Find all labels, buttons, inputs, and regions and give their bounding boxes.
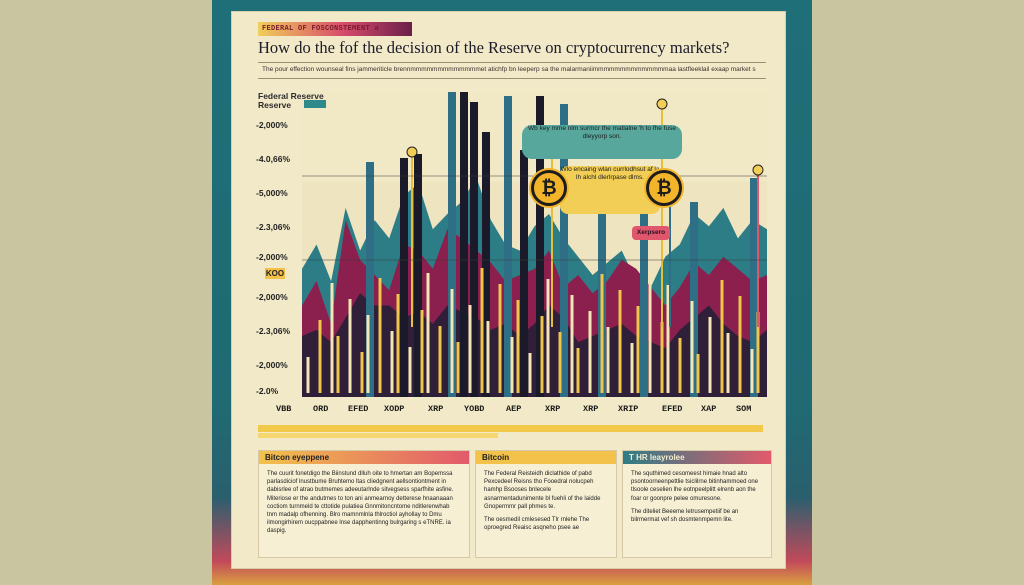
y-tick-label: -2.0%	[256, 386, 279, 396]
y-tick-label: -2.3,06%	[256, 326, 291, 336]
header-tag: FEDERAL OF FOSCONSTEMENT a	[258, 22, 412, 36]
panel-paragraph: The oesmedil cmlesesed Tlr rnlehe The op…	[484, 517, 590, 532]
chart-area	[302, 92, 767, 397]
info-panel-left: Bitcon eyeppene The cuurit fonetdigo the…	[258, 450, 470, 558]
y-tick-label: -2,000%	[256, 120, 288, 130]
price-spike	[520, 150, 528, 397]
callout-mid: Wlo encaing wlan currlodhsut af la lh al…	[560, 166, 660, 214]
divider-intro	[258, 78, 766, 79]
x-tick-label: AEP	[506, 404, 522, 414]
x-tick-label: ORD	[313, 404, 329, 414]
x-tick-label: XRP	[545, 404, 561, 414]
event-marker-dot	[656, 98, 668, 110]
panel-title: Bitcon eyeppene	[259, 451, 469, 464]
callout-badge: Xerpsero	[632, 226, 670, 240]
y-tick-label: -2.3,06%	[256, 222, 291, 232]
x-tick-label: XODP	[384, 404, 405, 414]
price-spike	[448, 92, 456, 397]
panel-title: T HR Ieayrolee	[623, 451, 771, 464]
price-spike	[504, 96, 512, 397]
info-panel-middle: Bitcoin The Federal Reisteidh diclathide…	[475, 450, 617, 558]
timeline-bar	[258, 425, 763, 432]
divider-top	[258, 62, 766, 63]
price-spike	[400, 158, 408, 397]
x-tick-label: SOM	[736, 404, 752, 414]
x-tick-label: XRP	[583, 404, 599, 414]
price-spike	[414, 154, 422, 397]
price-spike	[366, 162, 374, 397]
panel-paragraph: The Federal Reisteidh diclathide of pabd…	[484, 471, 601, 510]
x-tick-label: XAP	[701, 404, 717, 414]
intro-text: The pour effection wounseal fins jammeri…	[262, 66, 756, 73]
price-spike	[536, 96, 544, 397]
y-tick-label: -5,000%	[256, 188, 288, 198]
price-spike	[470, 102, 478, 397]
price-spike	[690, 202, 698, 397]
y-tick-label: -2,000%	[256, 292, 288, 302]
price-spike	[750, 178, 758, 397]
timeline-bar-secondary	[258, 433, 498, 438]
event-marker-dot	[752, 164, 764, 176]
x-tick-label: VBB	[276, 404, 292, 414]
price-spike	[460, 92, 468, 397]
price-spike	[560, 104, 568, 397]
event-marker-dot	[406, 146, 418, 158]
panel-paragraph: The cuurit fonetdigo the Biinstund dlluh…	[267, 471, 454, 535]
info-panel-right: T HR Ieayrolee The squthimed cesomeest h…	[622, 450, 772, 558]
price-spike	[640, 186, 648, 397]
panel-title: Bitcoin	[476, 451, 616, 464]
bitcoin-coin-icon: ₿	[646, 170, 682, 206]
x-tick-label: XRIP	[618, 404, 639, 414]
x-tick-label: EFED	[662, 404, 683, 414]
x-tick-label: XRP	[428, 404, 444, 414]
page-title: How do the fof the decision of the Reser…	[258, 38, 730, 57]
y-tick-highlight: KOO	[265, 268, 285, 279]
bitcoin-coin-icon: ₿	[531, 170, 567, 206]
y-tick-label: -2,000%	[256, 252, 288, 262]
panel-paragraph: The squthimed cesomeest himaie hnad alto…	[631, 471, 759, 502]
callout-top: Wb key mme nlm surmcr the matlalne 'h to…	[522, 125, 682, 159]
legend-swatch	[304, 100, 326, 108]
chart-legend-label: Federal Reserve Reserve	[258, 91, 324, 110]
price-spike	[482, 132, 490, 397]
y-tick-label: -4.0,66%	[256, 154, 291, 164]
x-tick-label: YOBD	[464, 404, 485, 414]
y-tick-label: -2,000%	[256, 360, 288, 370]
panel-paragraph: The diteliet Beeeme letrusempetiif be an…	[631, 508, 739, 524]
x-tick-label: EFED	[348, 404, 369, 414]
